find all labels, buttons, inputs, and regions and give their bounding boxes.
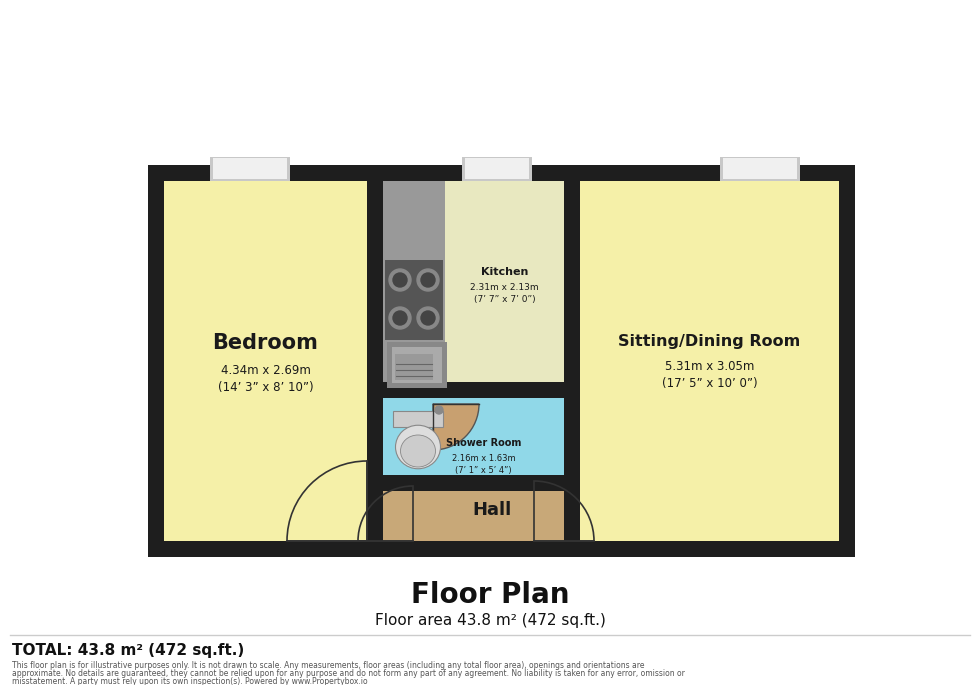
Text: approximate. No details are guaranteed, they cannot be relied upon for any purpo: approximate. No details are guaranteed, … <box>12 669 685 677</box>
Bar <box>462 157 532 181</box>
Circle shape <box>393 273 407 287</box>
Text: Sitting/Dining Room: Sitting/Dining Room <box>618 334 801 349</box>
Circle shape <box>421 273 435 287</box>
Circle shape <box>393 311 407 325</box>
Bar <box>367 382 580 398</box>
Bar <box>393 411 443 427</box>
Bar <box>210 157 290 181</box>
Text: Floor Plan: Floor Plan <box>411 581 569 609</box>
Text: 5.31m x 3.05m
(17’ 5” x 10’ 0”): 5.31m x 3.05m (17’ 5” x 10’ 0”) <box>662 360 758 390</box>
Bar <box>367 165 383 557</box>
Bar <box>148 165 164 557</box>
Circle shape <box>421 311 435 325</box>
Bar <box>148 165 855 181</box>
Bar <box>580 181 839 541</box>
Bar <box>383 398 564 483</box>
Text: misstatement. A party must rely upon its own inspection(s). Powered by www.Prope: misstatement. A party must rely upon its… <box>12 677 368 685</box>
Text: Kitchen: Kitchen <box>481 266 528 277</box>
Bar <box>148 165 855 557</box>
Wedge shape <box>433 404 479 450</box>
Text: Floor area 43.8 m² (472 sq.ft.): Floor area 43.8 m² (472 sq.ft.) <box>374 614 606 629</box>
Text: Hall: Hall <box>472 501 512 519</box>
Bar <box>213 158 287 179</box>
Bar <box>164 181 367 541</box>
Bar <box>723 158 797 179</box>
Bar <box>367 475 580 491</box>
Ellipse shape <box>396 425 440 469</box>
Bar <box>367 491 580 541</box>
Bar <box>148 541 855 557</box>
Bar <box>445 181 564 390</box>
Text: This floor plan is for illustrative purposes only. It is not drawn to scale. Any: This floor plan is for illustrative purp… <box>12 660 645 669</box>
Text: Bedroom: Bedroom <box>213 333 318 353</box>
Circle shape <box>417 269 439 291</box>
Ellipse shape <box>401 435 435 467</box>
Text: 4.34m x 2.69m
(14’ 3” x 8’ 10”): 4.34m x 2.69m (14’ 3” x 8’ 10”) <box>218 364 314 394</box>
Bar <box>395 354 433 380</box>
Bar <box>387 342 447 388</box>
Circle shape <box>389 307 411 329</box>
Circle shape <box>417 307 439 329</box>
Bar <box>392 347 442 383</box>
Bar <box>839 165 855 557</box>
Text: 2.31m x 2.13m
(7’ 7” x 7’ 0”): 2.31m x 2.13m (7’ 7” x 7’ 0”) <box>470 284 539 303</box>
Bar <box>385 260 443 340</box>
Bar <box>465 158 529 179</box>
Text: 2.16m x 1.63m
(7’ 1” x 5’ 4”): 2.16m x 1.63m (7’ 1” x 5’ 4”) <box>452 454 515 475</box>
Bar <box>367 165 580 557</box>
Bar <box>383 181 564 390</box>
Circle shape <box>435 406 443 414</box>
Text: Shower Room: Shower Room <box>446 438 521 447</box>
Text: TOTAL: 43.8 m² (472 sq.ft.): TOTAL: 43.8 m² (472 sq.ft.) <box>12 643 244 658</box>
Bar <box>564 165 580 557</box>
Circle shape <box>389 269 411 291</box>
Bar <box>720 157 800 181</box>
Text: b: b <box>564 186 836 564</box>
